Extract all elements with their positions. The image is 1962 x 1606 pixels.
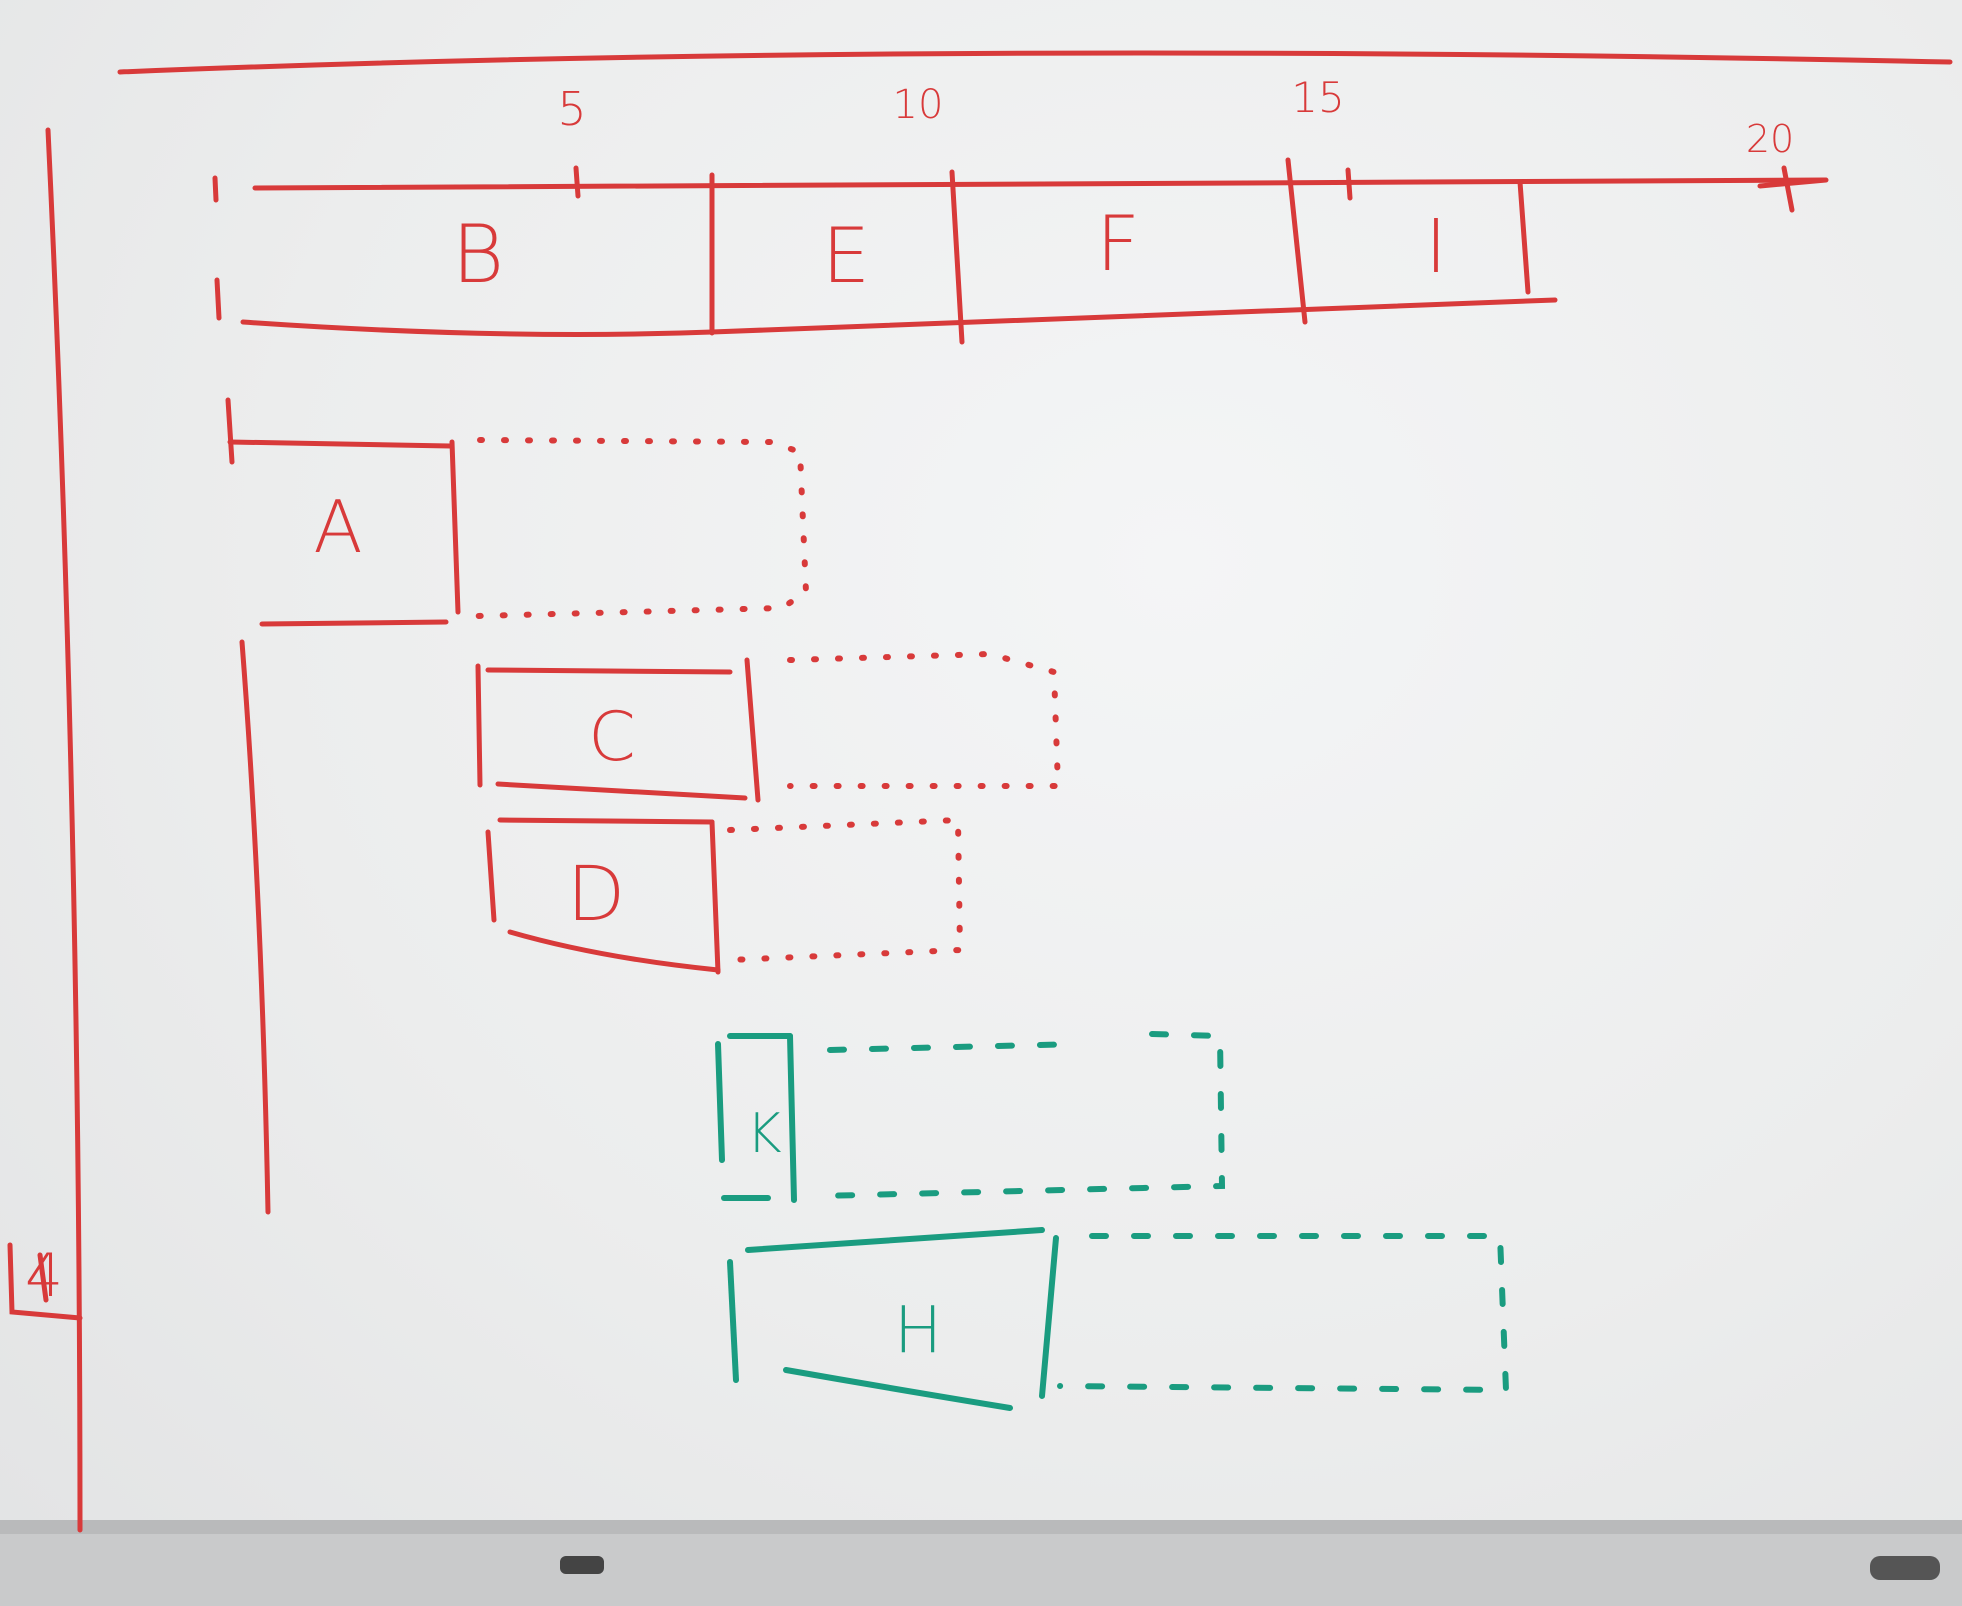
divider-f-i — [1285, 157, 1308, 325]
header-line — [117, 50, 1953, 75]
green-slack-boxes — [817, 1031, 1510, 1394]
task-d-right — [709, 819, 721, 975]
divider-e-f — [949, 169, 965, 345]
task-c-right — [744, 657, 761, 803]
tick-mark-20 — [1781, 165, 1795, 213]
tick-label-20: 20 — [1746, 117, 1794, 161]
task-label-h: H — [894, 1294, 942, 1368]
vertical-axis — [45, 127, 83, 1533]
marker-cap — [560, 1556, 604, 1574]
task-label-d: D — [567, 849, 626, 938]
task-label-k: K — [746, 1102, 781, 1165]
critical-path-labels: B E F I — [452, 199, 1447, 301]
red-slack-boxes — [475, 437, 1062, 963]
task-a-top — [227, 439, 453, 449]
task-c-bottom — [495, 781, 748, 801]
task-c-top — [485, 667, 733, 675]
side-mark-label: 4 — [25, 1241, 63, 1311]
task-h-top — [745, 1227, 1045, 1253]
task-label-e: E — [822, 211, 870, 300]
task-a-slack — [475, 437, 810, 619]
tick-mark-5 — [573, 165, 581, 199]
task-d-slack — [727, 816, 964, 963]
board-tray-edge — [0, 1520, 1962, 1534]
task-c-left — [475, 663, 483, 788]
task-label-a: A — [313, 485, 362, 569]
side-mark-stroke-2 — [37, 1252, 49, 1303]
timeline-start-tick-top — [212, 175, 219, 203]
eraser — [1870, 1556, 1940, 1580]
task-c-slack — [787, 650, 1062, 789]
task-a-bottom — [259, 619, 449, 627]
task-a-start-tick — [225, 397, 235, 465]
timeline-top-line — [252, 177, 1828, 191]
tick-labels: 5 10 15 20 — [557, 73, 1794, 161]
task-h-bottom — [783, 1367, 1013, 1411]
task-h-slack — [1057, 1233, 1510, 1394]
task-labels: A C D K H 4 — [25, 485, 942, 1368]
tick-label-15: 15 — [1291, 73, 1344, 122]
task-d-bottom — [507, 929, 721, 973]
task-h-right — [1039, 1235, 1059, 1399]
green-ink-strokes — [715, 1033, 1059, 1411]
red-ink-strokes — [7, 50, 1953, 1533]
task-label-i: I — [1425, 204, 1447, 290]
task-d-top — [497, 817, 715, 825]
tick-label-10: 10 — [893, 82, 944, 128]
task-k-slack — [817, 1031, 1226, 1199]
timeline-bottom-line — [240, 297, 1558, 337]
timeline-start-tick-bottom — [214, 277, 222, 321]
tick-label-5: 5 — [557, 82, 586, 136]
task-d-left — [485, 829, 497, 923]
task-h-left — [727, 1259, 739, 1383]
task-k-left — [715, 1041, 725, 1163]
task-label-c: C — [588, 698, 635, 777]
task-label-f: F — [1096, 199, 1140, 288]
box-i-left-mark — [1345, 167, 1353, 201]
side-mark-stroke — [7, 1242, 83, 1321]
tick-mark-20-cross — [1757, 177, 1829, 189]
task-a-long-vertical — [239, 639, 271, 1215]
task-k-right — [787, 1033, 797, 1203]
task-a-right — [449, 439, 461, 615]
board-tray — [0, 1530, 1962, 1606]
box-i-right-edge — [1517, 179, 1531, 295]
task-label-b: B — [452, 208, 504, 301]
